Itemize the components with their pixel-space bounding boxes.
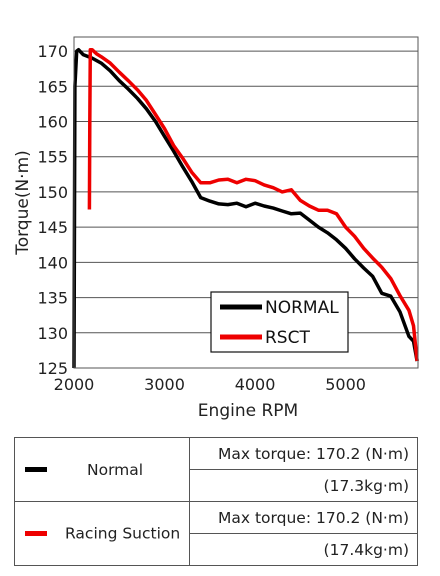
y-tick-label: 145 (37, 218, 68, 237)
legend-box (210, 291, 349, 353)
swatch-racing-suction (25, 531, 47, 537)
series-line-rsct (87, 47, 419, 362)
gridlines (74, 50, 418, 369)
max-torque-normal: Max torque: 170.2 (N·m) (189, 437, 418, 470)
legend-label-rsct: RSCT (265, 328, 310, 348)
y-tick-label: 130 (37, 324, 68, 343)
torque-chart: 125 130 135 140 145 150 155 160 165 170 2000 3000 4… (13, 36, 419, 421)
y-axis-title: Torque(N·m) (13, 150, 33, 256)
table-row: Racing Suction Max torque: 170.2 (N·m) (14, 501, 418, 566)
y-tick-label: 150 (37, 183, 68, 202)
y-tick-label: 160 (37, 113, 68, 132)
x-tick-label: 3000 (144, 375, 185, 394)
row-label: Racing Suction (65, 524, 181, 543)
table-row: Normal Max torque: 170.2 (N·m) (14, 437, 418, 502)
y-tick-label: 140 (37, 253, 68, 272)
y-tick-label: 170 (37, 42, 68, 61)
y-tick-label: 125 (37, 359, 68, 378)
y-tick-label: 165 (37, 77, 68, 96)
row-name-racing-suction: Racing Suction (14, 501, 190, 566)
row-label: Normal (87, 460, 144, 479)
legend-label-normal: NORMAL (265, 298, 339, 318)
x-tick-label: 5000 (325, 375, 366, 394)
x-axis-title: Engine RPM (198, 401, 298, 421)
series-line-normal (72, 47, 419, 369)
plot-frame (73, 36, 419, 369)
table-row: (17.3kg·m) (15, 469, 418, 502)
swatch-normal (25, 467, 47, 473)
y-tick-label: 135 (37, 289, 68, 308)
kgm-normal: (17.3kg·m) (189, 469, 418, 502)
legend: NORMAL RSCT (210, 291, 349, 353)
table-row: (17.4kg·m) (15, 533, 418, 566)
x-tick-labels: 2000 3000 4000 5000 (54, 375, 366, 394)
spec-table: Normal Max torque: 170.2 (N·m) (17.3kg·m… (14, 437, 418, 566)
row-name-normal: Normal (14, 437, 190, 502)
x-tick-label: 2000 (54, 375, 95, 394)
y-tick-labels: 125 130 135 140 145 150 155 160 165 170 (37, 42, 68, 378)
max-torque-racing-suction: Max torque: 170.2 (N·m) (189, 501, 418, 534)
y-tick-label: 155 (37, 148, 68, 167)
series-lines (72, 47, 419, 369)
x-tick-label: 4000 (235, 375, 276, 394)
kgm-racing-suction: (17.4kg·m) (189, 533, 418, 566)
